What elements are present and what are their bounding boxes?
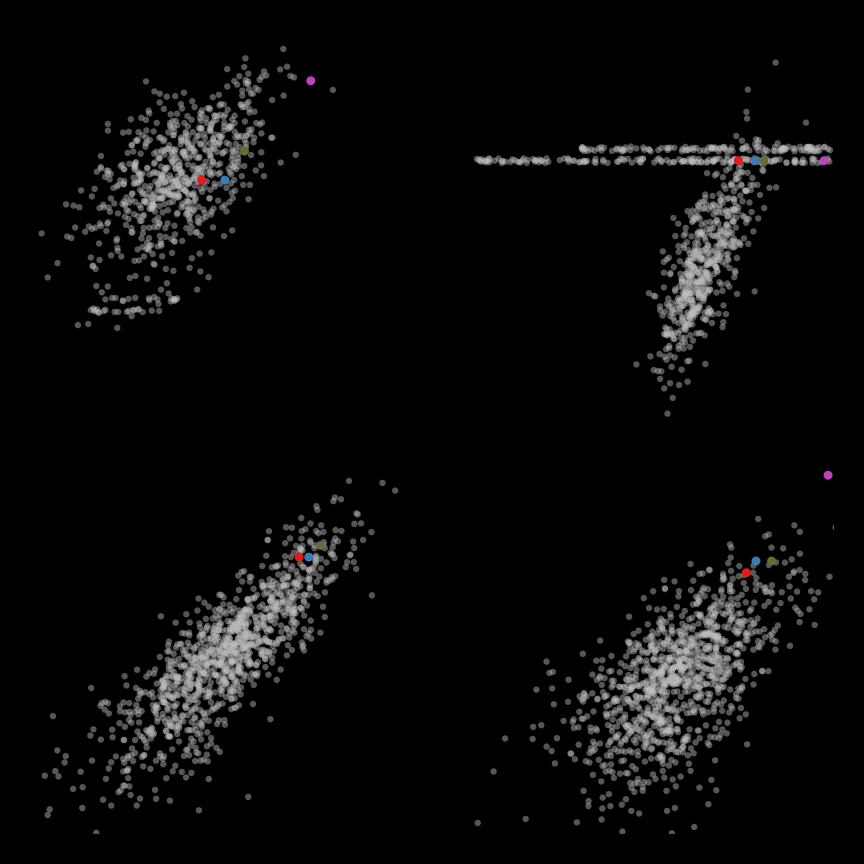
scatter-panel-tr	[444, 30, 834, 420]
highlight-red	[295, 553, 304, 562]
scatter-panel-tl	[30, 30, 420, 420]
scatter-cloud	[474, 59, 833, 416]
highlight-blue	[752, 557, 761, 566]
scatter-grid-2x2	[0, 0, 864, 864]
highlight-red	[734, 156, 743, 165]
highlight-olive	[316, 541, 325, 550]
highlight-magenta	[306, 76, 315, 85]
scatter-panel-bl	[30, 444, 420, 834]
highlight-olive	[240, 146, 249, 155]
highlight-olive	[767, 557, 776, 566]
scatter-cloud	[475, 516, 835, 834]
highlight-red	[197, 176, 206, 185]
highlight-red	[742, 568, 751, 577]
scatter-cloud	[30, 478, 398, 834]
scatter-panel-br	[444, 444, 834, 834]
highlight-blue	[221, 176, 230, 185]
scatter-cloud	[38, 46, 336, 331]
highlight-magenta	[820, 156, 829, 165]
highlight-blue	[752, 156, 761, 165]
highlight-magenta	[824, 471, 833, 480]
highlight-blue	[304, 553, 313, 562]
highlight-olive	[759, 156, 768, 165]
